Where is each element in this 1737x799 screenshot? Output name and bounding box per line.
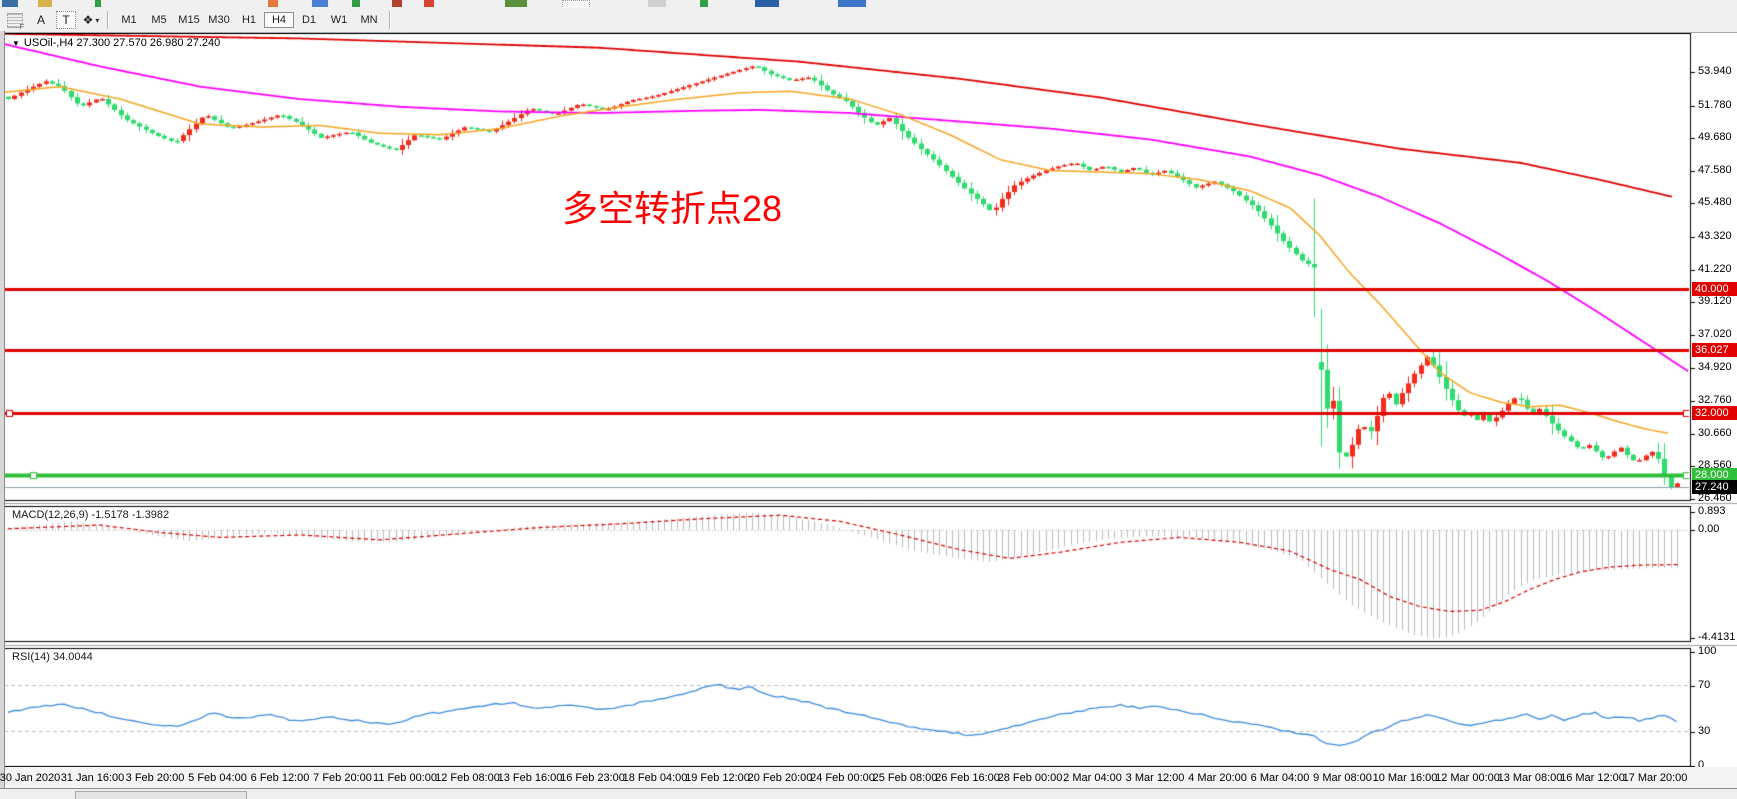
time-axis-label: 24 Feb 00:00 (810, 772, 875, 784)
macd-axis-label: 0.00 (1698, 523, 1720, 535)
toolbar-icon-fragment (38, 0, 52, 7)
time-axis-label: 26 Feb 16:00 (935, 772, 1000, 784)
price-axis-label: 49.680 (1698, 131, 1732, 144)
time-axis-label: 2 Mar 04:00 (1063, 772, 1122, 784)
toolbar-separator (107, 11, 109, 29)
toolbar-icon-fragment (648, 0, 666, 7)
toolbar-icon-fragment (2, 0, 18, 7)
toolbar-icon-fragment (838, 0, 866, 7)
tab-timeframe-D1[interactable]: D1 (301, 14, 317, 26)
text-a-icon[interactable]: A (36, 13, 45, 27)
time-axis-label: 19 Feb 12:00 (685, 772, 750, 784)
price-axis-label: 30.660 (1698, 426, 1732, 439)
price-axis-label: 32.760 (1698, 394, 1732, 407)
price-axis-label: 26.460 (1698, 492, 1732, 505)
macd-indicator-label: MACD(12,26,9) -1.5178 -1.3982 (12, 509, 170, 521)
current-price-tag: 27.240 (1692, 479, 1737, 494)
price-axis-label: 43.320 (1698, 230, 1732, 243)
toolbar-icon-fragment (755, 0, 779, 7)
time-axis-label: 30 Jan 2020 (0, 772, 61, 784)
time-axis-label: 13 Mar 08:00 (1497, 772, 1563, 784)
rsi-indicator-label: RSI(14) 34.0044 (12, 651, 93, 663)
time-axis-label: 13 Feb 16:00 (497, 772, 563, 784)
toolbar-icon-fragment (505, 0, 527, 7)
time-axis-label: 6 Feb 12:00 (250, 772, 310, 784)
level-price-tag: 32.000 (1692, 405, 1737, 420)
time-axis-label: 17 Mar 20:00 (1622, 772, 1688, 784)
text-label-icon[interactable]: T (56, 11, 76, 29)
horizontal-scrollbar[interactable] (75, 791, 247, 799)
toolbar-icon-fragment (700, 0, 708, 7)
macd-axis-label: -4.4131 (1698, 631, 1736, 643)
price-axis-label: 41.220 (1698, 262, 1732, 275)
toolbar-icon-fragment (392, 0, 402, 7)
indicator-grid-icon[interactable]: F (4, 11, 26, 31)
price-axis-label: 53.940 (1698, 65, 1732, 77)
tab-timeframe-MN[interactable]: MN (360, 14, 378, 26)
time-axis (4, 767, 1737, 788)
toolbar-separator (389, 11, 391, 29)
timeframe-button-group: M1 M5 M15 M30 H1 H4 D1 W1 MN (114, 12, 384, 28)
rsi-axis-label: 100 (1698, 645, 1717, 657)
time-axis-label: 28 Feb 00:00 (997, 772, 1063, 784)
rsi-axis-label: 0 (1698, 759, 1705, 771)
crosshair-cursor-icon[interactable]: ❖ ▾ (82, 13, 100, 27)
chevron-down-icon: ▾ (95, 15, 100, 25)
time-axis-label: 5 Feb 04:00 (188, 772, 247, 784)
time-axis-label: 9 Mar 08:00 (1313, 772, 1372, 784)
price-axis-label: 34.920 (1698, 360, 1732, 373)
time-axis-label: 11 Feb 00:00 (372, 772, 438, 784)
tab-timeframe-M1[interactable]: M1 (121, 14, 137, 26)
time-axis-label: 3 Feb 20:00 (125, 772, 185, 784)
price-axis-label: 45.480 (1698, 196, 1732, 209)
level-price-tag: 28.000 (1692, 468, 1737, 483)
tab-timeframe-M5[interactable]: M5 (151, 14, 167, 26)
chart-toolbar: F A T ❖ ▾ M1 M5 M15 M30 H1 H4 D1 W1 MN (0, 8, 1737, 33)
window-bottom-strip (0, 788, 1737, 799)
time-axis-label: 16 Feb 23:00 (560, 772, 625, 784)
toolbar-icon-fragment (268, 0, 278, 7)
chart-title: ▼ USOil-,H4 27.300 27.570 26.980 27.240 (12, 37, 220, 49)
price-axis-label: 37.020 (1698, 327, 1732, 340)
tab-timeframe-W1[interactable]: W1 (330, 14, 348, 26)
tab-timeframe-M15[interactable]: M15 (178, 14, 200, 26)
time-axis-label: 12 Feb 08:00 (435, 772, 500, 784)
time-axis-label: 31 Jan 16:00 (60, 772, 125, 784)
level-price-tag: 40.000 (1692, 281, 1737, 296)
price-axis-label: 51.780 (1698, 98, 1732, 111)
time-axis-label: 10 Mar 16:00 (1372, 772, 1438, 784)
window-left-border (0, 31, 5, 799)
tab-timeframe-M30[interactable]: M30 (208, 14, 230, 26)
rsi-axis-label: 30 (1698, 725, 1711, 737)
truncated-toolbar-strip (0, 0, 1737, 9)
toolbar-icon-fragment (312, 0, 328, 7)
time-axis-label: 4 Mar 20:00 (1188, 772, 1247, 784)
time-axis-label: 7 Feb 20:00 (313, 772, 372, 784)
tab-timeframe-H4[interactable]: H4 (264, 12, 294, 28)
time-axis-label: 3 Mar 12:00 (1125, 772, 1185, 784)
time-axis-label: 20 Feb 20:00 (747, 772, 813, 784)
price-axis-label: 47.580 (1698, 163, 1732, 176)
toolbar-icon-fragment (424, 0, 434, 7)
price-axis-label: 39.120 (1698, 295, 1732, 308)
chart-text-annotation[interactable]: 多空转折点28 (562, 188, 783, 229)
toolbar-icon-fragment (352, 0, 360, 7)
time-axis-label: 25 Feb 08:00 (872, 772, 938, 784)
macd-axis-label: 0.893 (1698, 505, 1726, 517)
time-axis-label: 12 Mar 00:00 (1435, 772, 1500, 784)
time-axis-label: 16 Mar 12:00 (1560, 772, 1625, 784)
time-axis-label: 18 Feb 04:00 (622, 772, 688, 784)
rsi-axis-label: 70 (1698, 679, 1711, 691)
chart-title-text: USOil-,H4 27.300 27.570 26.980 27.240 (23, 37, 221, 49)
toolbar-icon-fragment (95, 0, 101, 7)
tab-timeframe-H1[interactable]: H1 (241, 14, 257, 26)
level-price-tag: 36.027 (1692, 343, 1737, 358)
time-axis-label: 6 Mar 04:00 (1250, 772, 1310, 784)
chart-dropdown-icon[interactable]: ▼ (12, 39, 20, 48)
